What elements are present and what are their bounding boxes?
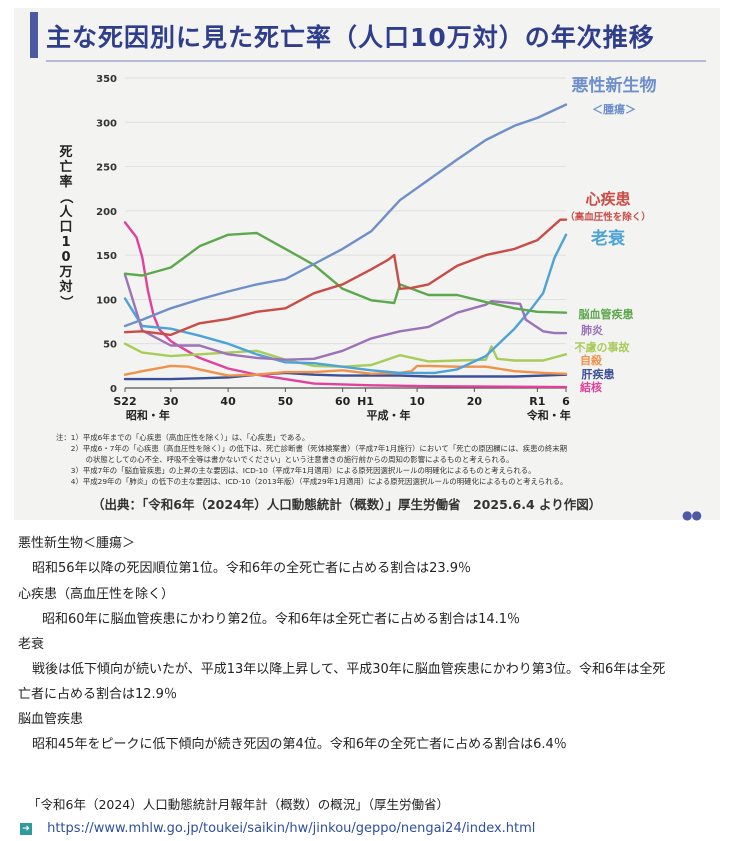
- x-tick-labels: S22 30 40 50 60 H1 10 20 R1 6 昭和・年 平成・年 令和・年: [113, 388, 571, 422]
- series-line-pneumonia: [123, 273, 568, 361]
- series-label-cancer: 悪性新生物: [572, 75, 657, 96]
- reference-link[interactable]: https://www.mhlw.go.jp/toukei/saikin/hw/…: [47, 821, 536, 836]
- era-label: 昭和・年: [126, 408, 170, 422]
- chart-source: （出典：「令和6年（2024年）人口動態統計（概数）」厚生労働省 2025.6.…: [92, 497, 602, 512]
- y-tick-label: 150: [96, 251, 117, 262]
- y-axis-label-char: 1: [61, 235, 70, 250]
- y-axis-label-char: ）: [58, 295, 74, 308]
- chart-card: [14, 8, 720, 520]
- chart-notes: 注：1）平成6年までの「心疾患（高血圧性を除く）」は、「心疾患」である。 2）平…: [56, 432, 706, 487]
- era-label: 令和・年: [526, 408, 571, 422]
- series-sublabel-cancer: ＜腫瘍＞: [592, 102, 636, 116]
- desc-text-cancer: 昭和56年以降の死因順位第1位。令和6年の全死亡者に占める割合は23.9％: [32, 561, 472, 576]
- x-tick-label: 10: [409, 395, 425, 408]
- note-line: の状態としての心不全、呼吸不全等は書かないでください」という注意書きの施行前から…: [56, 455, 514, 464]
- chart-title: 主な死因別に見た死亡率（人口10万対）の年次推移: [46, 23, 655, 52]
- series-label-heart: 心疾患: [585, 190, 630, 208]
- y-tick-label: 350: [96, 74, 117, 85]
- series-label-liver: 肝疾患: [582, 367, 615, 381]
- y-axis-label-char: 対: [58, 279, 72, 295]
- series-label-pneumonia: 肺炎: [581, 323, 603, 337]
- y-tick-label: 200: [96, 207, 117, 218]
- desc-text-heart: 昭和60年に脳血管疾患にかわり第2位。令和6年は全死亡者に占める割合は14.1％: [42, 612, 521, 627]
- title-accent-bar: [30, 12, 38, 58]
- series-label-suicide: 自殺: [580, 353, 603, 367]
- y-axis-label-char: 0: [61, 250, 70, 265]
- x-tick-label: 6: [562, 395, 570, 408]
- y-tick-label: 300: [96, 118, 117, 129]
- y-tick-label: 250: [96, 163, 117, 174]
- reference-title: 「令和6年（2024）人口動態統計月報年計（概数）の概況」（厚生労働省）: [28, 797, 450, 812]
- series-lines: [123, 103, 568, 389]
- series-line-senility: [123, 233, 568, 375]
- desc-heading-senility: 老衰: [18, 637, 45, 652]
- series-label-tb: 結核: [580, 380, 602, 394]
- note-line: 2）平成6・7年の「心疾患（高血圧性を除く）」の低下は、死亡診断書（死体検案書）…: [56, 444, 568, 453]
- y-tick-label: 0: [110, 384, 117, 395]
- note-line: 4）平成29年の「肺炎」の低下の主な要因は、ICD-10（2013年版）（平成2…: [56, 477, 568, 486]
- y-axis-label-char: （: [58, 190, 74, 203]
- y-tick-labels: 0 50 100 150 200 250 300 350: [96, 74, 117, 395]
- x-tick-label: H1: [357, 395, 374, 408]
- y-axis-label: 死亡率（人口10万対）: [58, 145, 74, 309]
- reference-link-row[interactable]: ➔ https://www.mhlw.go.jp/toukei/saikin/h…: [20, 818, 535, 837]
- y-axis-label-char: 人: [59, 204, 73, 220]
- series-line-cerebro: [123, 231, 568, 314]
- x-tick-label: 50: [278, 395, 294, 408]
- series-line-heart: [123, 218, 568, 337]
- desc-text-senility-cont: 亡者に占める割合は12.9％: [18, 687, 177, 702]
- series-labels: 悪性新生物 ＜腫瘍＞ 心疾患 （高血圧性を除く） 老衰脳血管疾患肺炎不慮の事故自殺肝疾患…: [565, 75, 656, 394]
- x-tick-label: S22: [113, 395, 136, 408]
- note-line: 3）平成7年の「脳血管疾患」の上昇の主な要因は、ICD-10（平成7年1月適用）…: [56, 466, 536, 475]
- series-sublabel-heart: （高血圧性を除く）: [565, 211, 651, 223]
- desc-heading-heart: 心疾患（高血圧性を除く）: [18, 587, 175, 602]
- y-axis-label-char: 率: [59, 174, 72, 190]
- y-axis-label-char: 万: [58, 265, 72, 280]
- x-tick-label: 30: [163, 395, 179, 408]
- desc-heading-cancer: 悪性新生物＜腫瘍＞: [18, 536, 136, 551]
- note-line: 注：1）平成6年までの「心疾患（高血圧性を除く）」は、「心疾患」である。: [56, 433, 310, 442]
- series-label-accident: 不慮の事故: [575, 340, 631, 354]
- y-axis-label-char: 亡: [59, 159, 72, 175]
- y-tick-label: 50: [103, 340, 117, 351]
- series-label-senility: 老衰: [590, 228, 626, 249]
- series-line-accident: [123, 342, 568, 368]
- x-tick-label: 60: [335, 395, 351, 408]
- x-tick-label: 40: [220, 395, 236, 408]
- y-axis-label-char: 口: [59, 220, 72, 235]
- x-tick-label: 20: [467, 395, 483, 408]
- era-label: 平成・年: [366, 408, 410, 422]
- series-line-suicide: [123, 364, 568, 377]
- decorative-dots: ●●: [682, 508, 702, 522]
- desc-text-senility: 戦後は低下傾向が続いたが、平成13年以降上昇して、平成30年に脳血管疾患にかわり…: [32, 662, 666, 677]
- series-label-cerebro: 脳血管疾患: [579, 307, 634, 321]
- y-gridlines: [125, 77, 566, 389]
- desc-heading-cerebro: 脳血管疾患: [18, 712, 84, 727]
- x-tick-label: R1: [529, 395, 545, 408]
- desc-text-cerebro: 昭和45年をピークに低下傾向が続き死因の第4位。令和6年の全死亡者に占める割合は…: [32, 737, 567, 752]
- y-tick-label: 100: [96, 295, 117, 306]
- series-line-cancer: [123, 103, 568, 328]
- link-arrow-icon: ➔: [20, 822, 32, 835]
- title-underline: [46, 60, 706, 62]
- series-line-liver: [123, 371, 568, 381]
- y-axis-label-char: 死: [59, 145, 72, 160]
